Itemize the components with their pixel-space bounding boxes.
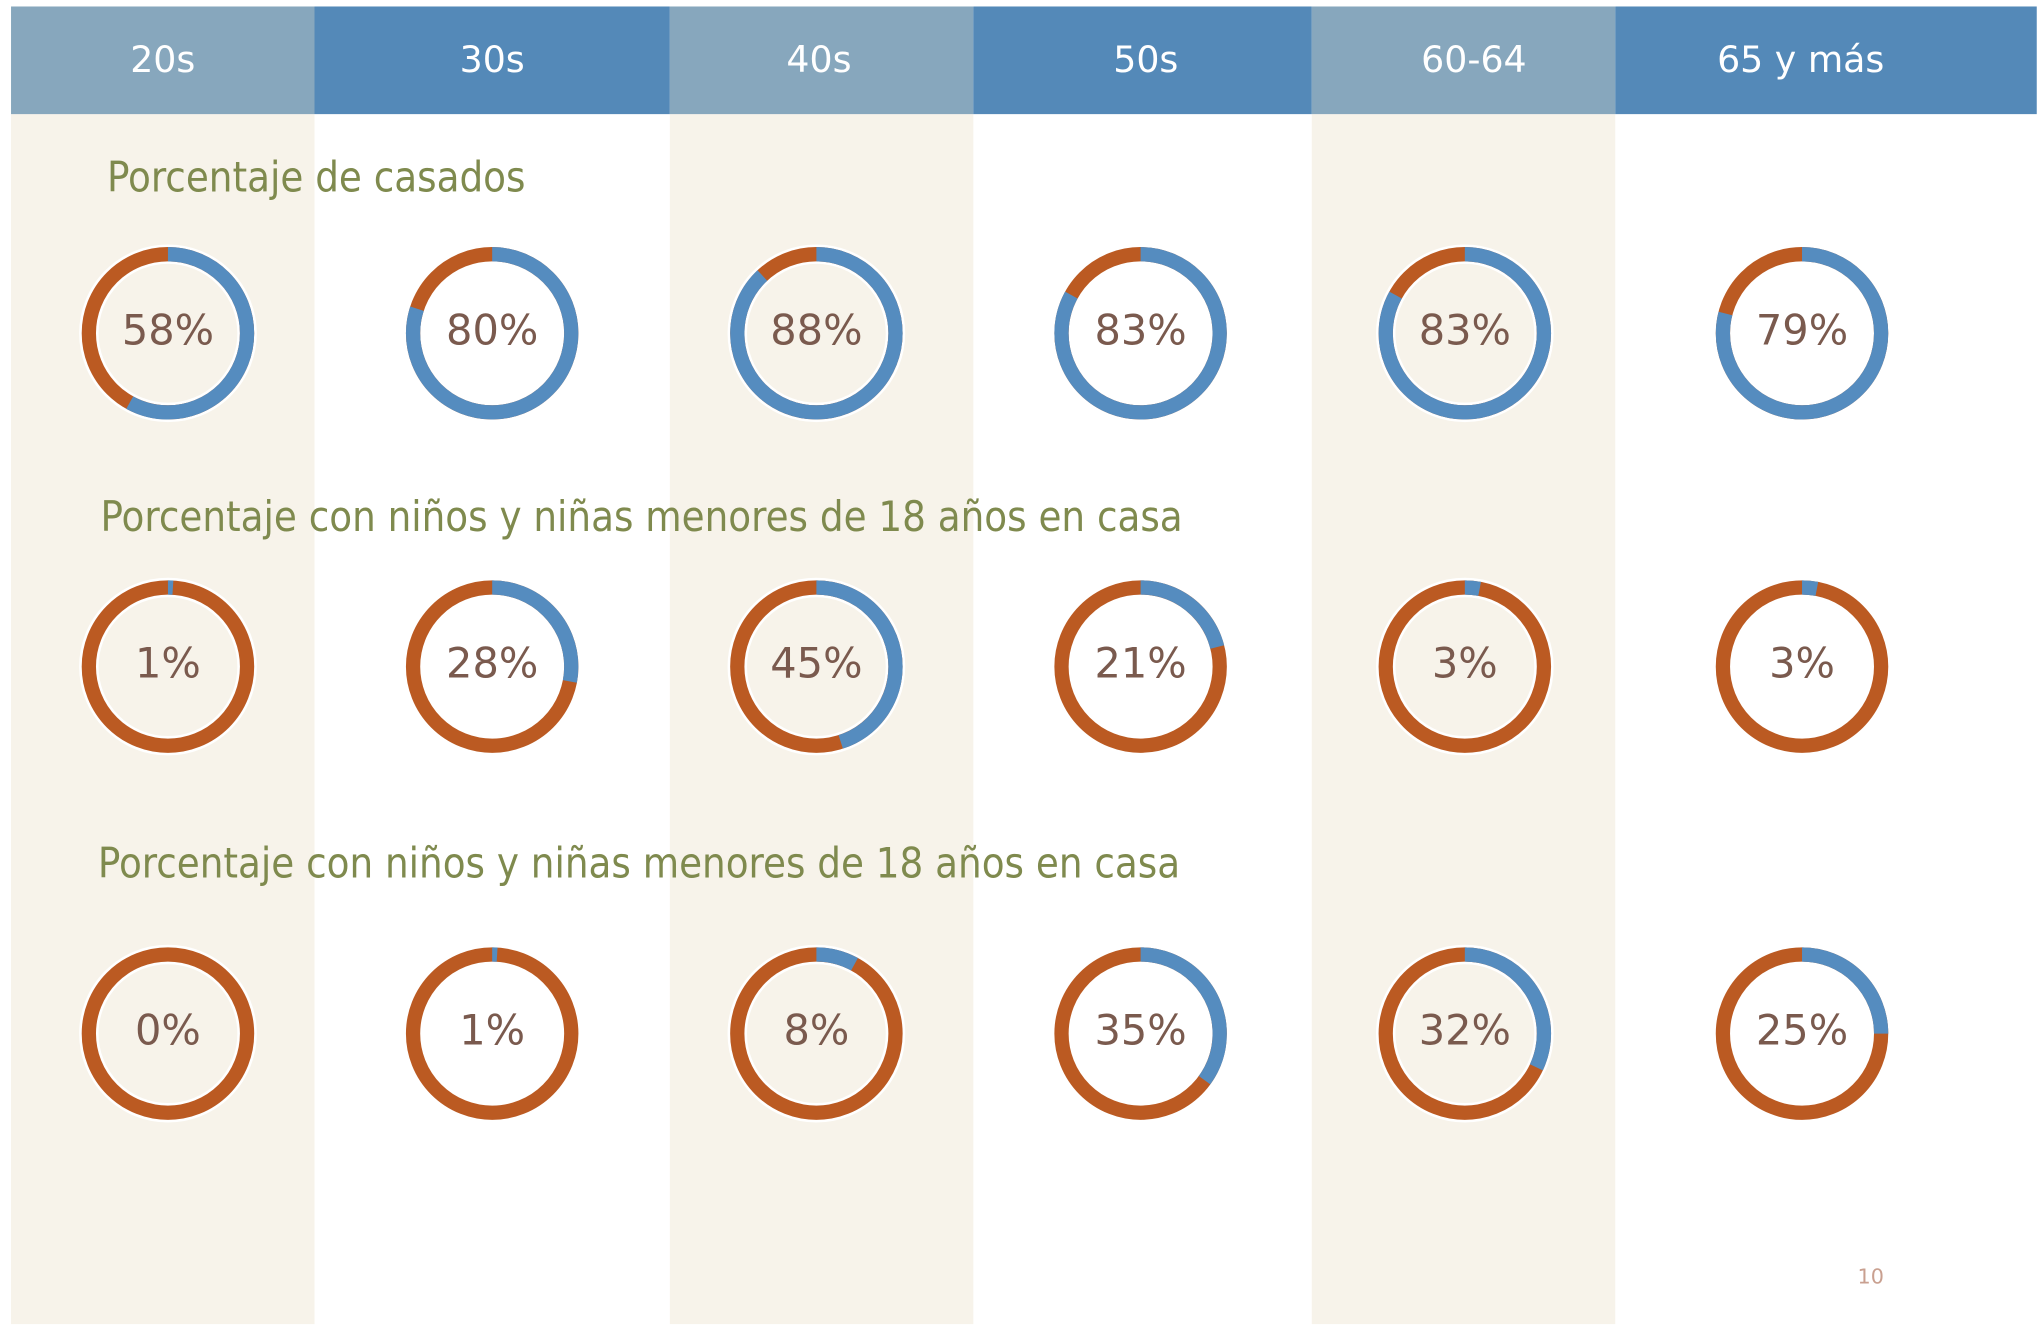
- donut-segment: [730, 580, 903, 753]
- column-header: 30s: [460, 38, 525, 81]
- donut-label: 45%: [770, 639, 862, 688]
- header-cell: [1311, 6, 1616, 115]
- donut-label: 80%: [446, 305, 538, 354]
- donut-label: 3%: [1432, 639, 1498, 688]
- donut-label: 1%: [459, 1006, 525, 1055]
- donut-label: 58%: [122, 305, 214, 354]
- donut-label: 1%: [135, 639, 201, 688]
- donut-segment: [405, 580, 579, 753]
- donut-label: 21%: [1094, 639, 1186, 688]
- header-cell: [314, 6, 670, 115]
- donut-segment: [1054, 947, 1227, 1120]
- header-cell: [973, 6, 1312, 115]
- donut-segment: [405, 247, 579, 420]
- donut-segment: [1054, 580, 1227, 753]
- donut-rest: [81, 947, 255, 1120]
- donut-label: 0%: [135, 1006, 201, 1055]
- header-cell: [669, 6, 974, 115]
- donut-label: 35%: [1094, 1006, 1186, 1055]
- donut-label: 79%: [1756, 305, 1848, 354]
- column-band: [1311, 114, 1616, 1325]
- chart-title: Porcentaje con niños y niñas menores de …: [101, 492, 1183, 541]
- donut-label: 28%: [446, 639, 538, 688]
- column-band: [669, 114, 974, 1325]
- donut-label: 83%: [1094, 305, 1186, 354]
- donut-segment: [1054, 247, 1227, 420]
- chart-title: Porcentaje de casados: [107, 152, 525, 201]
- donut-segment: [730, 247, 903, 420]
- column-header: 40s: [786, 38, 851, 81]
- column-band: [11, 114, 315, 1325]
- donut-label: 32%: [1419, 1006, 1511, 1055]
- donut-segment: [81, 247, 255, 420]
- donut-segment: [1715, 947, 1889, 1120]
- column-header: 65 y más: [1717, 38, 1884, 81]
- donut-segment: [1378, 580, 1552, 753]
- donut-segment: [1715, 247, 1889, 420]
- donut-label: 88%: [770, 305, 862, 354]
- column-header: 20s: [130, 38, 195, 81]
- donut-segment: [1715, 580, 1889, 753]
- donut-segment: [730, 947, 903, 1120]
- column-header: 60-64: [1421, 38, 1526, 81]
- page-number: 10: [1858, 1264, 1884, 1288]
- donut-label: 3%: [1769, 639, 1835, 688]
- header-cell: [1615, 6, 2037, 115]
- donut-label: 83%: [1419, 305, 1511, 354]
- donut-label: 8%: [783, 1006, 849, 1055]
- donut-segment: [81, 580, 255, 753]
- header-cell: [11, 6, 315, 115]
- donut-segment: [1378, 947, 1552, 1120]
- chart-title: Porcentaje con niños y niñas menores de …: [98, 838, 1180, 887]
- donut-segment: [1378, 247, 1552, 420]
- column-header: 50s: [1113, 38, 1178, 81]
- donut-label: 25%: [1756, 1006, 1848, 1055]
- donut-segment: [405, 947, 579, 1120]
